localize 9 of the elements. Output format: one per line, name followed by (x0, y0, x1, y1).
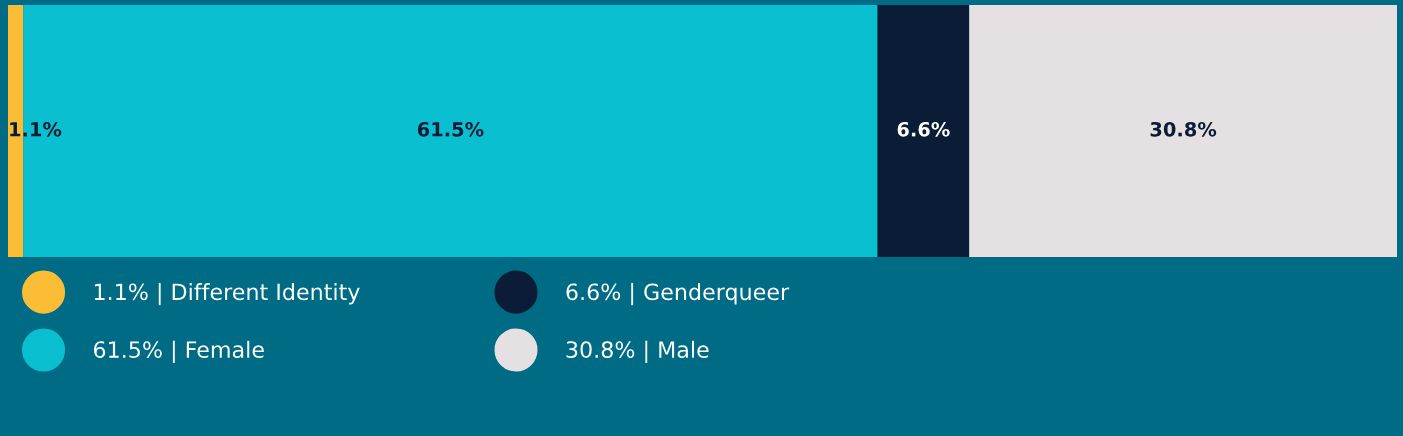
legend-label: 6.6% | Genderqueer (566, 282, 790, 306)
legend-label: 30.8% | Male (566, 340, 709, 363)
data-label: 6.6% (897, 121, 950, 137)
bar (969, 5, 1397, 257)
bar (877, 5, 970, 257)
data-label: 30.8% (1150, 121, 1217, 137)
legend-label: 61.5% | Female (94, 340, 264, 363)
data-label: 61.5% (417, 121, 484, 137)
legend-label: 1.1% | Different Identity (94, 282, 360, 306)
